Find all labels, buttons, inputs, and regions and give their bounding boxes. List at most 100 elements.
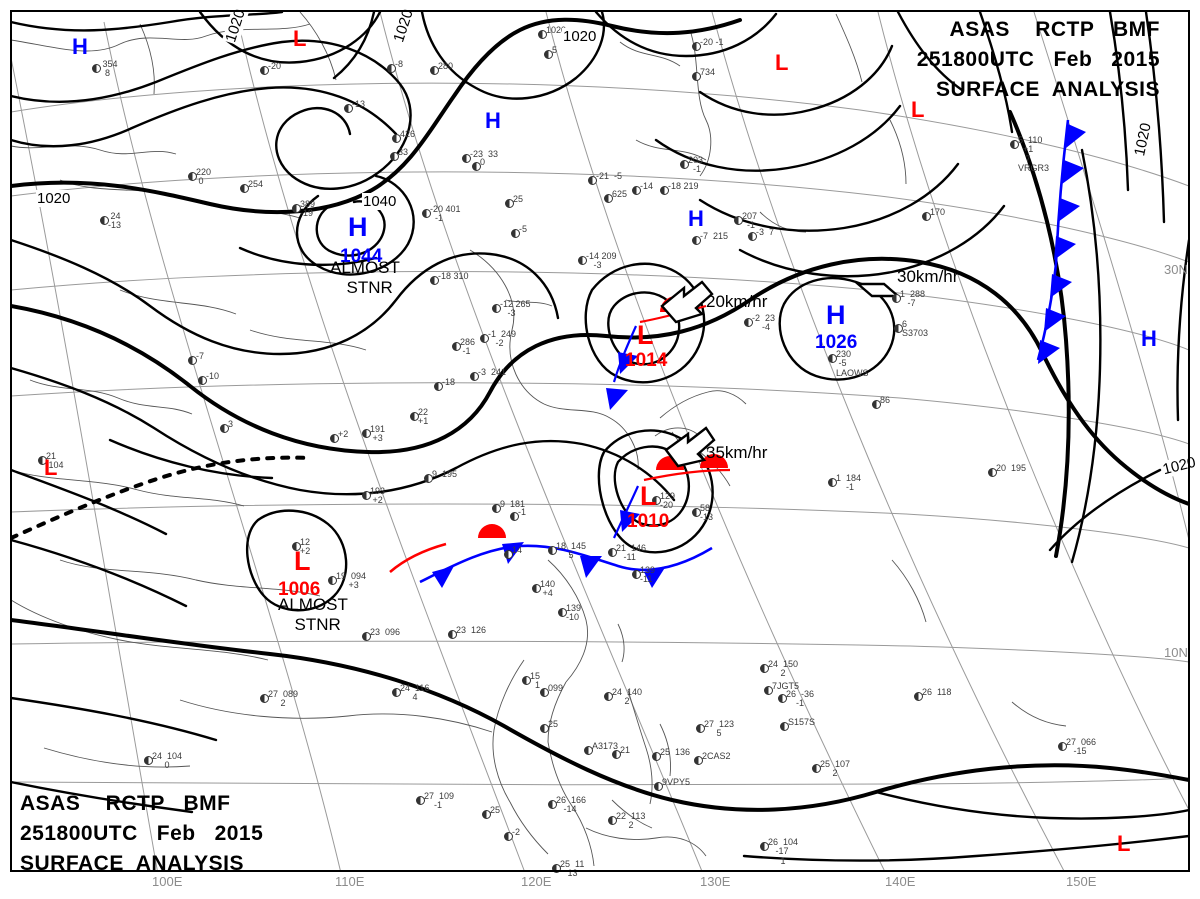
station-circle-icon [470,372,479,381]
station-circle-icon [780,722,789,731]
station-plot: 426 [400,129,416,139]
station-circle-icon [522,676,531,685]
longitude-label: 150E [1066,874,1097,889]
station-plot: 140 +4 [540,579,556,599]
station-circle-icon [38,456,47,465]
station-circle-icon [188,356,197,365]
station-circle-icon [482,810,491,819]
station-circle-icon [608,548,617,557]
station-circle-icon [434,382,443,391]
station-plot: -8 [395,59,404,69]
station-plot: 203 -1 [688,155,704,175]
station-circle-icon [988,468,997,477]
station-plot: 12 +2 [300,537,311,557]
footer-line-3: SURFACE ANALYSIS [20,852,244,875]
station-circle-icon [692,508,701,517]
station-plot: 22 +1 [418,407,429,427]
latitude-lines [11,82,1189,786]
pressure-center-l-symbol: L [294,546,311,576]
footer-line-2: 251800UTC Feb 2015 [20,822,264,845]
longitude-label: 110E [335,874,365,889]
station-circle-icon [544,50,553,59]
station-plot: 191 +3 [370,424,386,444]
station-circle-icon [692,72,701,81]
station-circle-icon [410,412,419,421]
pressure-symbol-l: L [293,26,307,51]
station-circle-icon [480,334,489,343]
station-circle-icon [362,491,371,500]
station-plot: 27 089 2 [268,689,299,709]
station-plot: 21 [620,745,631,755]
pressure-symbol-h: H [485,108,501,133]
movement-speed-label: 35km/hr [706,443,768,462]
longitude-label: 120E [521,874,552,889]
header-line-2: 251800UTC Feb 2015 [916,48,1160,71]
station-plot: -2 23 -4 [752,313,776,333]
station-plot: 26 118 [922,687,952,697]
station-circle-icon [188,172,197,181]
station-plot: -14 209 -3 [586,251,617,271]
pressure-center-value: 1044 [340,246,383,267]
station-circle-icon [422,209,431,218]
pressure-symbol-h: H [72,34,88,59]
station-plot: 18 145 5 [556,541,587,561]
station-plot: 15 1 [530,671,541,691]
station-plot: 5 [552,45,558,55]
station-plot: -2 [512,827,521,837]
station-circle-icon [92,64,101,73]
station-plot: -10 [206,371,220,381]
station-circle-icon [472,162,481,171]
station-circle-icon [692,236,701,245]
station-circle-icon [392,688,401,697]
station-plot: 6 S3703 [902,319,929,339]
station-plot: -20 -1 [700,37,724,47]
station-plot: 280 [438,61,454,71]
station-circle-icon [344,104,353,113]
station-circle-icon [632,570,641,579]
station-plot: 33 [398,147,409,157]
pressure-center-value: 1026 [815,332,858,353]
station-circle-icon [220,424,229,433]
station-plot: 7JGT5 [772,681,800,691]
station-plot: 286 -1 [460,337,476,357]
station-circle-icon [505,199,514,208]
pressure-symbol-l: L [775,50,789,75]
station-circle-icon [692,42,701,51]
station-plot: -21 -5 [596,171,623,181]
station-circle-icon [260,66,269,75]
movement-speed-label: 30km/hr [897,267,959,286]
station-circle-icon [416,796,425,805]
header-line-3: SURFACE ANALYSIS [936,78,1160,101]
station-plot: -7 215 [700,231,729,241]
station-circle-icon [760,664,769,673]
station-circle-icon [744,318,753,327]
isobar-primary [11,17,1189,812]
station-plot: 1020 [546,25,567,35]
east-pacific-cold-front [1036,119,1086,364]
pressure-center-l-symbol: L [640,481,657,511]
station-circle-icon [872,400,881,409]
station-circle-icon [144,756,153,765]
station-plot: 170 [930,207,946,217]
pressure-center-value: 1014 [625,350,668,371]
station-circle-icon [892,294,901,303]
station-plot: 86 [880,395,891,405]
station-circle-icon [452,342,461,351]
pressure-symbol-h: H [688,206,704,231]
station-plot: -14 [640,181,654,191]
station-plot: -7 [196,351,205,361]
station-plot: 1 184 -1 [836,473,862,493]
station-circle-icon [734,216,743,225]
station-circle-icon [694,756,703,765]
station-circle-icon [198,376,207,385]
japan-sea-cold-front [389,524,713,588]
station-circle-icon [1010,140,1019,149]
station-circle-icon [390,152,399,161]
pressure-center-value: 1010 [627,511,670,532]
station-plot: -18 310 [438,271,469,281]
station-plot: 5 110 +1 7 VRGR3 [1018,135,1050,174]
station-plot: -1 249 -2 [488,329,517,349]
footer-line-1: ASAS RCTP BMF [20,792,231,815]
station-plot: 21 104 [46,451,64,471]
station-plot: 25 11 13 [560,859,585,879]
